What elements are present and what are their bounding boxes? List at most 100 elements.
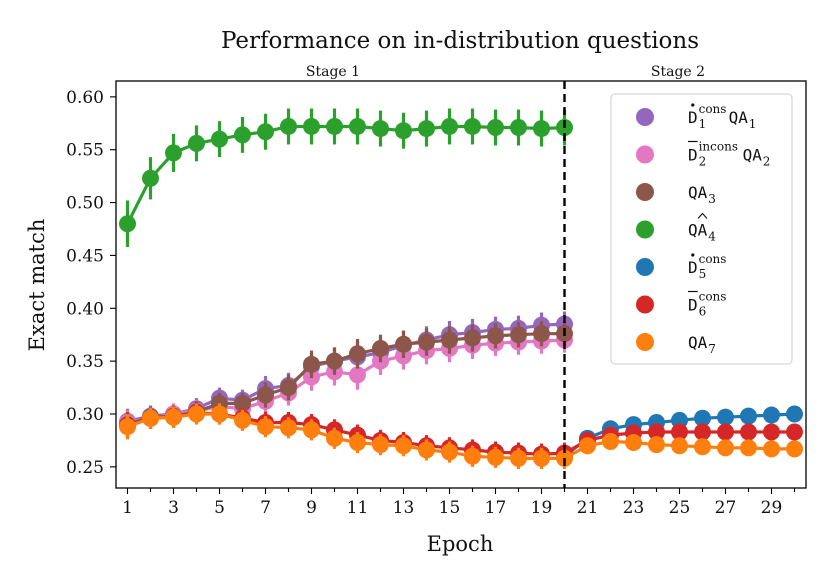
- x-axis: 1 3 5 7 9 11 13 15 17 19 21 23 25 27 29: [122, 488, 796, 518]
- data-point: [280, 379, 297, 397]
- data-point: [142, 169, 159, 187]
- x-tick-label: 7: [260, 498, 271, 518]
- data-point: [234, 126, 251, 144]
- data-point: [533, 325, 550, 343]
- data-point: [257, 123, 274, 141]
- data-point: [349, 366, 366, 384]
- y-tick-label: 0.45: [66, 246, 104, 266]
- data-point: [119, 215, 136, 233]
- data-point: [441, 117, 458, 135]
- data-point: [487, 327, 504, 345]
- data-point: [717, 408, 734, 426]
- x-tick-label: 17: [485, 498, 507, 518]
- data-point: [510, 326, 527, 344]
- data-point: [280, 419, 297, 437]
- legend-marker: [636, 333, 654, 351]
- legend-suffix-subscript: 1: [749, 117, 757, 131]
- plot-frame: [115, 80, 807, 489]
- legend-superscript: incons: [699, 140, 738, 154]
- legend-superscript: cons: [699, 290, 727, 304]
- data-point: [257, 386, 274, 404]
- x-axis-label: Epoch: [427, 532, 494, 556]
- data-point: [257, 418, 274, 436]
- data-point: [372, 120, 389, 138]
- data-point: [326, 352, 343, 370]
- data-point: [142, 409, 159, 427]
- legend-marker: [636, 258, 654, 276]
- legend-label: QA: [688, 221, 708, 240]
- data-point: [510, 119, 527, 137]
- legend-suffix: QA: [743, 146, 763, 165]
- data-point: [579, 437, 596, 455]
- x-tick-label: 19: [531, 498, 553, 518]
- data-point: [487, 448, 504, 466]
- data-point: [165, 408, 182, 426]
- data-point: [211, 130, 228, 148]
- stage-1-label: Stage 1: [306, 64, 360, 80]
- data-point: [510, 449, 527, 467]
- data-point: [395, 335, 412, 353]
- x-tick-label: 27: [715, 498, 737, 518]
- legend-suffix-subscript: 2: [763, 155, 771, 169]
- legend-subscript: 2: [699, 155, 707, 169]
- legend-superscript: cons: [699, 252, 727, 266]
- data-point: [786, 423, 803, 441]
- data-point: [395, 122, 412, 140]
- data-point: [740, 407, 757, 425]
- data-point: [234, 411, 251, 429]
- data-point: [303, 421, 320, 439]
- data-point: [395, 437, 412, 455]
- x-tick-label: 21: [577, 498, 599, 518]
- legend-subscript: 4: [708, 230, 716, 244]
- data-point: [740, 423, 757, 441]
- series-D2inconsQA2: [119, 327, 573, 436]
- series-QA3: [119, 320, 573, 438]
- legend-label: QA: [688, 183, 708, 202]
- data-point: [786, 440, 803, 458]
- data-point: [487, 119, 504, 137]
- data-point: [349, 117, 366, 135]
- x-tick-label: 9: [306, 498, 317, 518]
- data-point: [119, 418, 136, 436]
- data-point: [533, 120, 550, 138]
- data-point: [372, 436, 389, 454]
- data-point: [671, 423, 688, 441]
- data-point: [326, 429, 343, 447]
- x-tick-label: 1: [122, 498, 133, 518]
- data-point: [418, 333, 435, 351]
- x-tick-label: 3: [168, 498, 179, 518]
- legend-subscript: 3: [708, 192, 716, 206]
- y-tick-label: 0.25: [66, 458, 104, 478]
- y-tick-label: 0.50: [66, 194, 104, 214]
- data-point: [717, 439, 734, 457]
- data-point: [418, 120, 435, 138]
- data-point: [303, 117, 320, 135]
- data-point: [188, 134, 205, 152]
- y-tick-label: 0.40: [66, 299, 104, 319]
- legend-suffix: QA: [729, 108, 749, 127]
- data-point: [464, 329, 481, 347]
- chart-title: Performance on in-distribution questions: [221, 28, 699, 54]
- legend-hat-accent: [697, 212, 708, 219]
- x-tick-label: 29: [761, 498, 783, 518]
- y-tick-label: 0.60: [66, 88, 104, 108]
- x-tick-label: 15: [439, 498, 461, 518]
- data-point: [763, 440, 780, 458]
- x-tick-label: 23: [623, 498, 645, 518]
- legend-marker: [636, 183, 654, 201]
- legend-box: [610, 93, 793, 365]
- data-point: [717, 423, 734, 441]
- legend-dot-accent: [691, 103, 695, 107]
- legend-subscript: 5: [699, 267, 707, 281]
- data-point: [648, 436, 665, 454]
- legend-superscript: cons: [699, 102, 727, 116]
- data-point: [625, 434, 642, 452]
- legend-marker: [636, 108, 654, 126]
- data-point: [418, 441, 435, 459]
- legend-label: QA: [688, 333, 708, 352]
- legend-subscript: 6: [699, 305, 707, 319]
- series-QA7: [119, 403, 803, 469]
- legend-label: D: [688, 108, 698, 127]
- y-tick-label: 0.55: [66, 141, 104, 161]
